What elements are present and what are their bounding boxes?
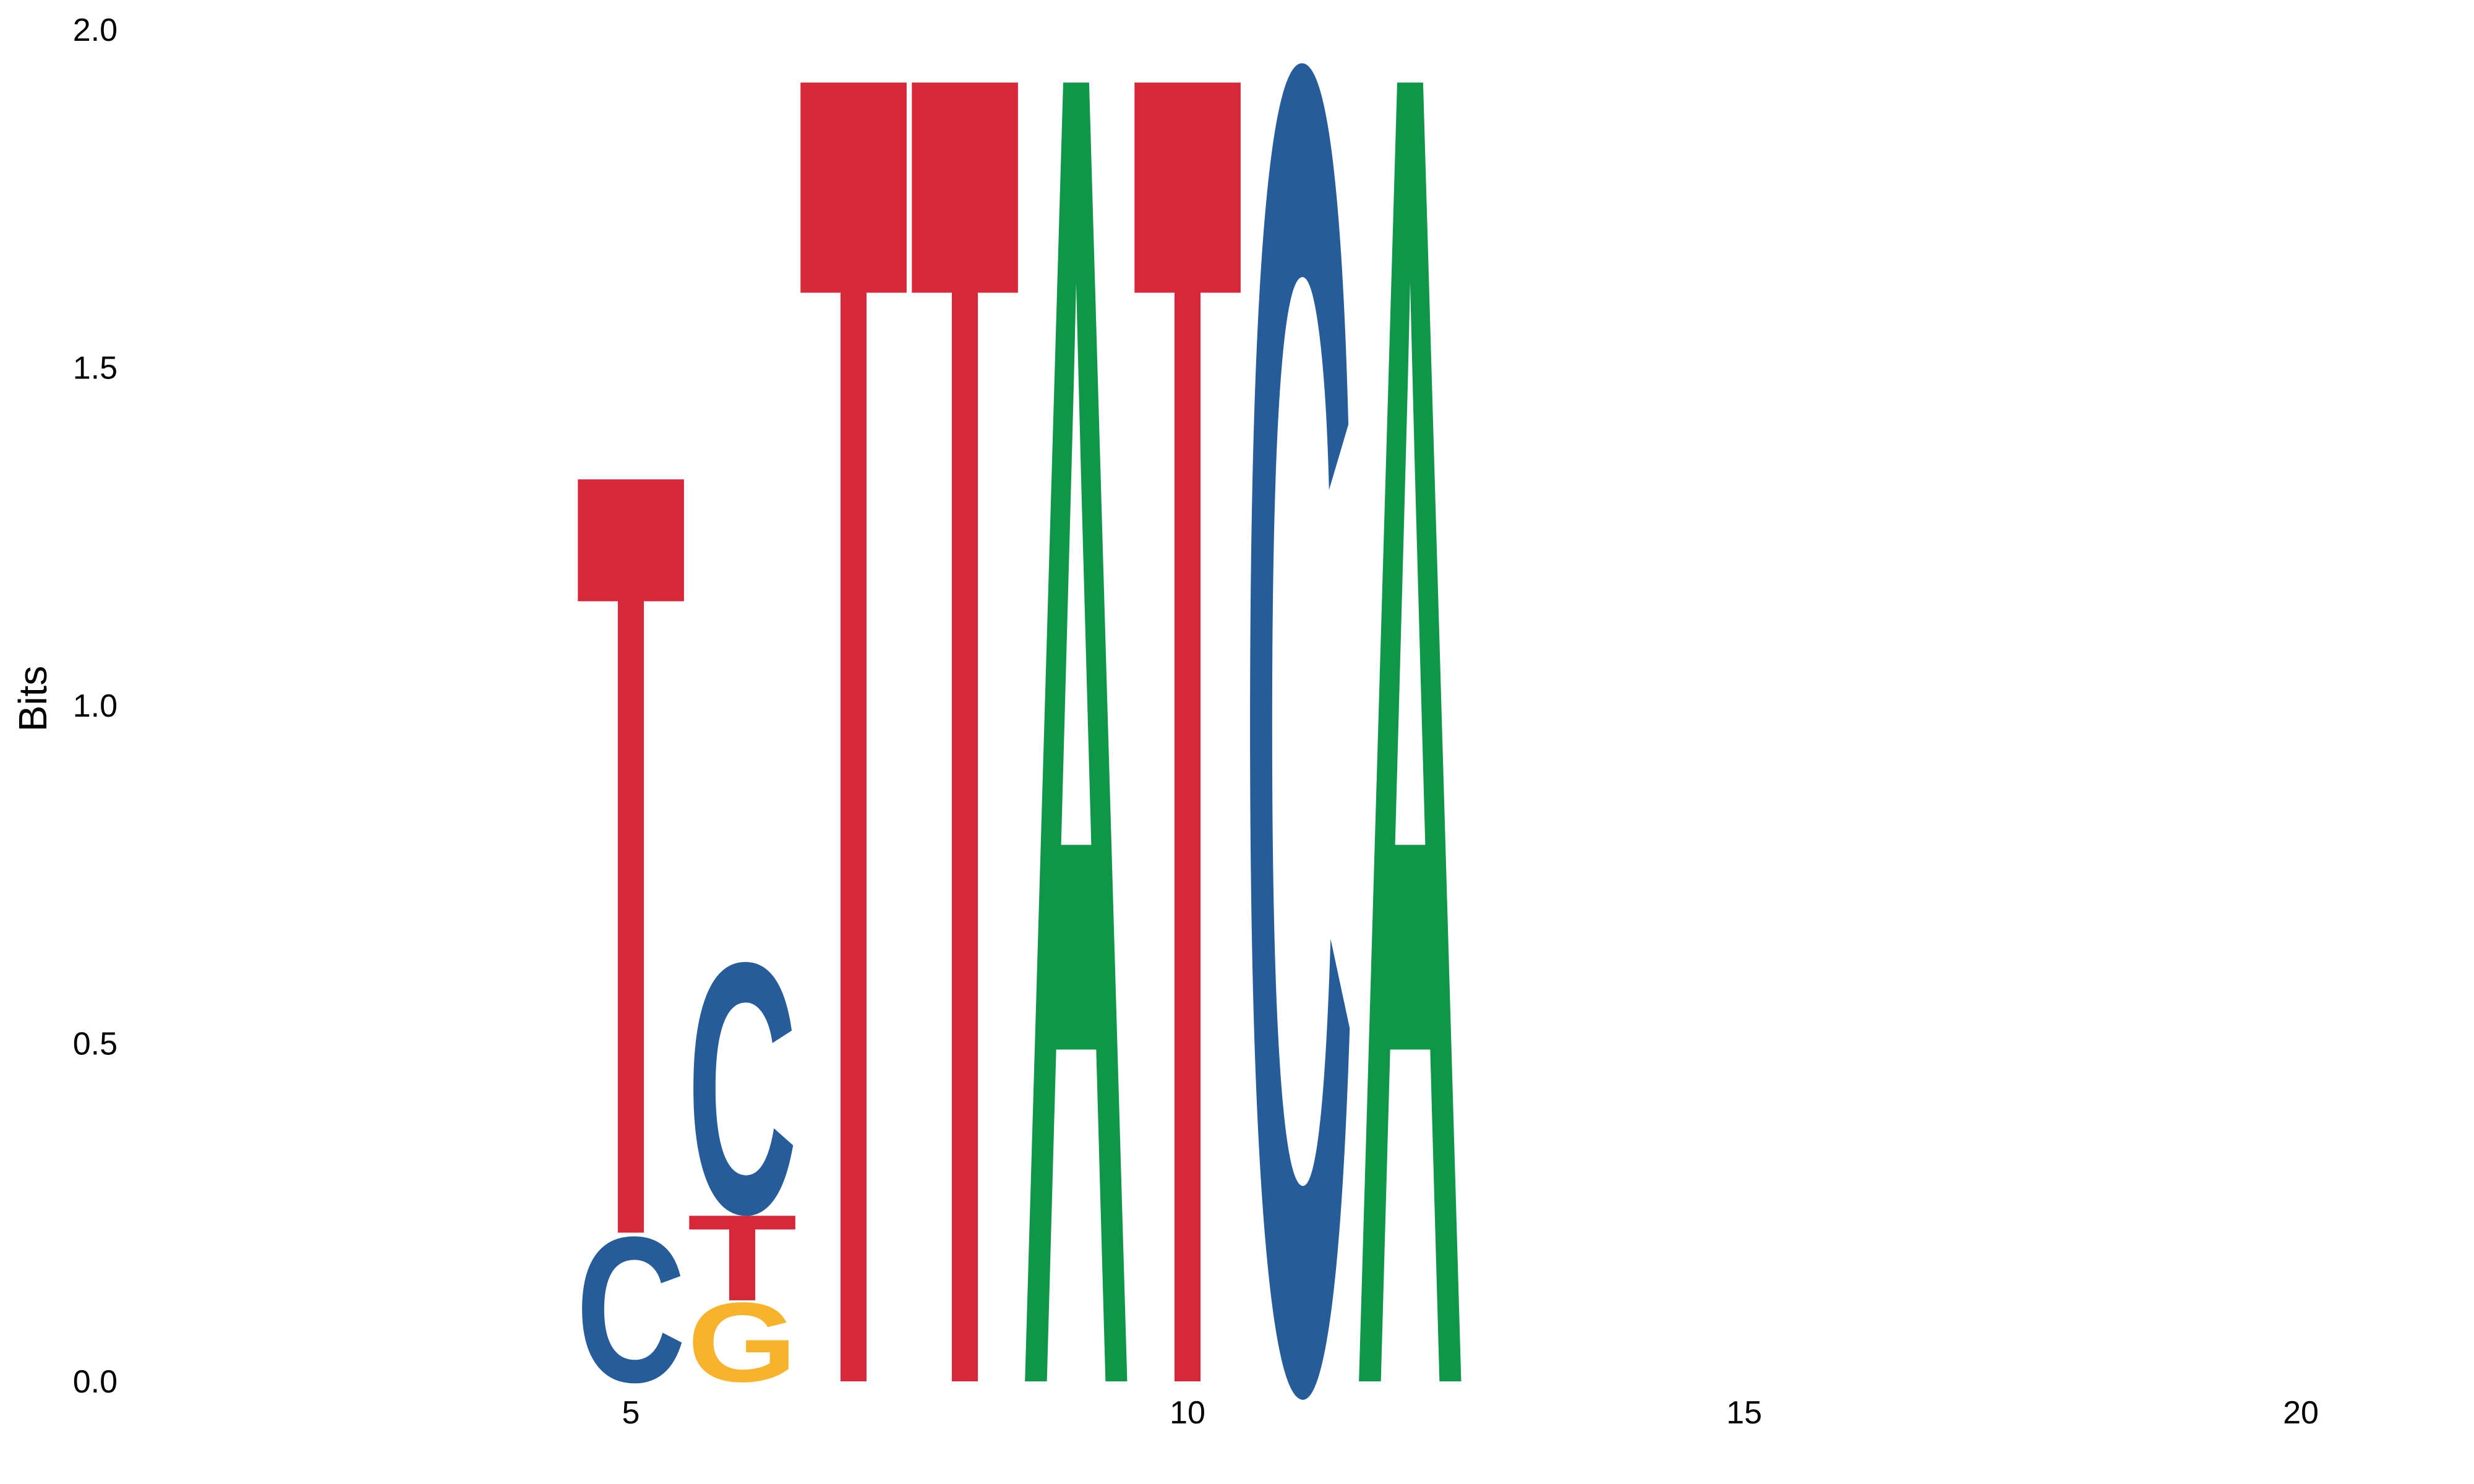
logo-letter-a: A [1355, 0, 1465, 1484]
logo-letters: CT GTC T T A T C A [576, 0, 1465, 1484]
logo-letter-g: G [687, 1279, 797, 1405]
x-tick-label: 15 [1726, 1395, 1762, 1431]
y-axis-title: Bits [11, 666, 55, 732]
logo-letter-t: T [1132, 0, 1243, 1484]
y-tick-label: 2.0 [73, 12, 118, 48]
y-tick-label: 0.0 [73, 1364, 118, 1400]
y-tick-label: 1.0 [73, 688, 118, 724]
logo-letter-a: A [1021, 0, 1131, 1484]
x-tick-label: 10 [1170, 1395, 1205, 1431]
logo-letter-c: C [576, 1194, 686, 1426]
logo-letter-t: T [798, 0, 909, 1484]
x-axis: 5 10 15 20 [622, 1395, 2319, 1431]
logo-letter-t: T [576, 241, 686, 1465]
y-tick-label: 1.5 [73, 351, 118, 386]
logo-letter-c: C [1244, 0, 1354, 1484]
logo-letter-t: T [910, 0, 1020, 1484]
x-tick-label: 5 [622, 1395, 640, 1431]
logo-letter-t: T [687, 1189, 797, 1326]
y-axis: 0.0 0.5 1.0 1.5 2.0 [73, 12, 118, 1400]
logo-letter-c: C [687, 889, 797, 1289]
y-tick-label: 0.5 [73, 1026, 118, 1062]
x-tick-label: 20 [2283, 1395, 2319, 1431]
